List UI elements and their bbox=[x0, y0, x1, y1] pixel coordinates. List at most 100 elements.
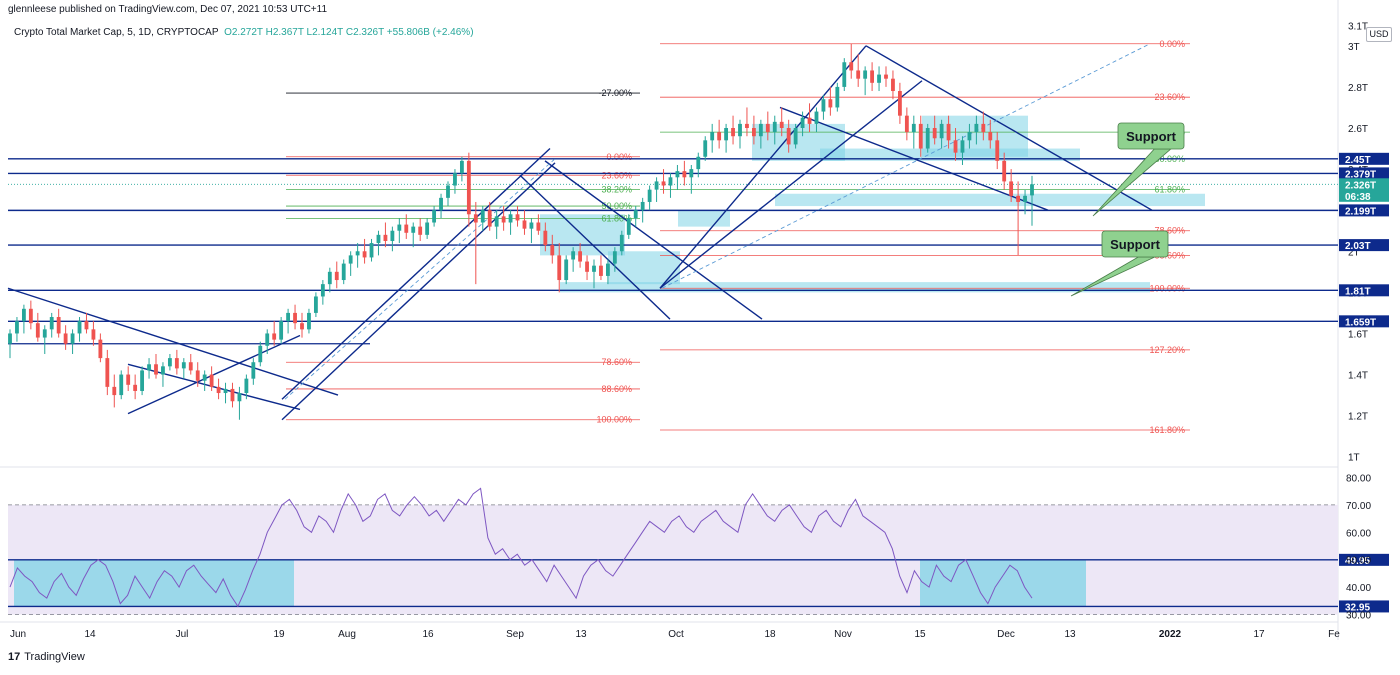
candle[interactable] bbox=[237, 386, 242, 420]
candle[interactable] bbox=[536, 214, 541, 235]
candle[interactable] bbox=[835, 82, 840, 112]
candle[interactable] bbox=[960, 136, 965, 165]
candle[interactable] bbox=[807, 103, 812, 133]
candle[interactable] bbox=[578, 243, 583, 268]
candle[interactable] bbox=[731, 115, 735, 145]
candle[interactable] bbox=[376, 230, 381, 256]
candle[interactable] bbox=[300, 312, 304, 338]
candle[interactable] bbox=[939, 119, 944, 149]
candle[interactable] bbox=[230, 382, 235, 408]
candle[interactable] bbox=[390, 226, 395, 252]
candle[interactable] bbox=[925, 123, 930, 153]
candle[interactable] bbox=[585, 255, 589, 281]
candle[interactable] bbox=[571, 247, 576, 272]
candle[interactable] bbox=[717, 119, 722, 149]
candle[interactable] bbox=[515, 206, 520, 227]
candle[interactable] bbox=[675, 164, 680, 190]
candle[interactable] bbox=[786, 119, 791, 153]
candle[interactable] bbox=[779, 107, 784, 137]
candle[interactable] bbox=[174, 349, 179, 375]
candle[interactable] bbox=[77, 317, 82, 342]
candle[interactable] bbox=[334, 261, 339, 289]
candle[interactable] bbox=[661, 169, 666, 194]
candle[interactable] bbox=[599, 255, 603, 281]
trend-line[interactable] bbox=[865, 45, 1153, 211]
trend-line[interactable] bbox=[281, 148, 551, 400]
candle[interactable] bbox=[974, 115, 979, 145]
candle[interactable] bbox=[918, 115, 923, 157]
candle[interactable] bbox=[981, 111, 986, 141]
candle[interactable] bbox=[911, 115, 916, 149]
trend-line[interactable] bbox=[7, 287, 339, 396]
candle[interactable] bbox=[1002, 152, 1007, 190]
candle[interactable] bbox=[877, 66, 881, 92]
candle[interactable] bbox=[751, 115, 756, 145]
candle[interactable] bbox=[967, 123, 972, 149]
candle[interactable] bbox=[745, 107, 749, 137]
support-callout[interactable]: Support bbox=[1092, 122, 1185, 217]
candle[interactable] bbox=[21, 304, 26, 334]
candle[interactable] bbox=[446, 181, 450, 207]
candle[interactable] bbox=[821, 95, 826, 120]
candle[interactable] bbox=[251, 358, 256, 385]
candle[interactable] bbox=[946, 115, 951, 149]
candle[interactable] bbox=[35, 312, 40, 342]
candle[interactable] bbox=[453, 169, 457, 194]
candle[interactable] bbox=[891, 70, 895, 100]
candle[interactable] bbox=[8, 329, 12, 359]
candle[interactable] bbox=[522, 210, 527, 235]
candle[interactable] bbox=[814, 107, 819, 133]
candle[interactable] bbox=[327, 267, 332, 293]
candle[interactable] bbox=[682, 160, 687, 186]
candle[interactable] bbox=[126, 366, 131, 391]
candle[interactable] bbox=[501, 206, 506, 231]
candle[interactable] bbox=[793, 123, 798, 149]
candle[interactable] bbox=[28, 300, 33, 330]
candle[interactable] bbox=[897, 82, 902, 124]
candle[interactable] bbox=[626, 214, 631, 239]
candle[interactable] bbox=[1030, 175, 1034, 226]
trend-line[interactable] bbox=[281, 162, 556, 421]
candle[interactable] bbox=[612, 247, 617, 272]
candle[interactable] bbox=[487, 201, 492, 231]
candle[interactable] bbox=[272, 321, 277, 346]
trend-line[interactable] bbox=[659, 80, 923, 289]
candle[interactable] bbox=[550, 234, 555, 264]
candle[interactable] bbox=[856, 54, 861, 87]
candle[interactable] bbox=[56, 308, 61, 338]
candle[interactable] bbox=[605, 259, 610, 285]
candle[interactable] bbox=[202, 370, 207, 391]
candle[interactable] bbox=[647, 185, 652, 211]
candle[interactable] bbox=[355, 243, 360, 268]
candle[interactable] bbox=[1009, 169, 1014, 202]
candle[interactable] bbox=[154, 354, 158, 379]
candle[interactable] bbox=[758, 119, 763, 149]
candle[interactable] bbox=[842, 58, 847, 92]
trend-line[interactable] bbox=[659, 45, 867, 289]
candle[interactable] bbox=[133, 374, 138, 400]
candle[interactable] bbox=[473, 201, 478, 285]
candle[interactable] bbox=[404, 214, 409, 239]
trend-line[interactable] bbox=[779, 106, 1049, 211]
footer-brand[interactable]: 17 TradingView bbox=[8, 651, 85, 663]
candle[interactable] bbox=[425, 218, 430, 239]
candle[interactable] bbox=[216, 378, 221, 400]
candle[interactable] bbox=[63, 325, 68, 350]
trend-line[interactable] bbox=[544, 160, 763, 320]
candle[interactable] bbox=[313, 292, 318, 318]
candle[interactable] bbox=[870, 62, 875, 92]
candle[interactable] bbox=[195, 362, 200, 387]
candle[interactable] bbox=[432, 206, 437, 227]
candle[interactable] bbox=[397, 218, 402, 244]
candle[interactable] bbox=[619, 230, 624, 256]
candle[interactable] bbox=[167, 354, 172, 371]
candle[interactable] bbox=[640, 197, 645, 223]
candle[interactable] bbox=[293, 304, 297, 330]
candle[interactable] bbox=[188, 354, 193, 375]
candle[interactable] bbox=[119, 370, 124, 400]
candle[interactable] bbox=[953, 128, 958, 161]
candle[interactable] bbox=[439, 193, 443, 219]
candle[interactable] bbox=[543, 222, 548, 252]
candle[interactable] bbox=[181, 358, 186, 379]
